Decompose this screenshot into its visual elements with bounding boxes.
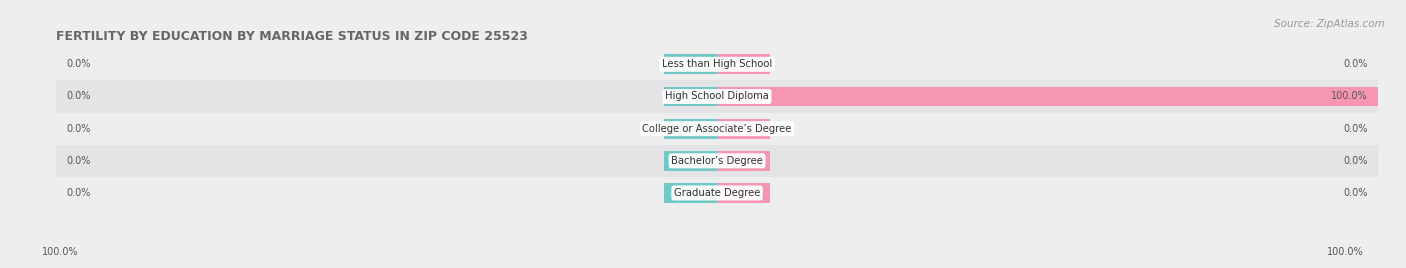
Bar xyxy=(56,145,1378,177)
Text: 100.0%: 100.0% xyxy=(1327,247,1364,257)
Bar xyxy=(56,48,1378,80)
Bar xyxy=(664,151,717,171)
Text: 0.0%: 0.0% xyxy=(66,124,90,134)
Bar xyxy=(664,54,717,74)
Text: 100.0%: 100.0% xyxy=(42,247,79,257)
Bar xyxy=(664,119,717,139)
Text: 0.0%: 0.0% xyxy=(66,156,90,166)
Text: 0.0%: 0.0% xyxy=(66,188,90,198)
Text: Bachelor’s Degree: Bachelor’s Degree xyxy=(671,156,763,166)
Text: 0.0%: 0.0% xyxy=(1344,156,1368,166)
Bar xyxy=(717,119,770,139)
Bar xyxy=(56,80,1378,113)
Text: Less than High School: Less than High School xyxy=(662,59,772,69)
Text: College or Associate’s Degree: College or Associate’s Degree xyxy=(643,124,792,134)
Text: 100.0%: 100.0% xyxy=(1331,91,1368,102)
Text: 0.0%: 0.0% xyxy=(66,91,90,102)
Text: 0.0%: 0.0% xyxy=(66,59,90,69)
Bar xyxy=(717,54,770,74)
Text: High School Diploma: High School Diploma xyxy=(665,91,769,102)
Bar xyxy=(56,177,1378,209)
Bar xyxy=(717,183,770,203)
Text: Graduate Degree: Graduate Degree xyxy=(673,188,761,198)
Bar xyxy=(56,113,1378,145)
Text: FERTILITY BY EDUCATION BY MARRIAGE STATUS IN ZIP CODE 25523: FERTILITY BY EDUCATION BY MARRIAGE STATU… xyxy=(56,30,529,43)
Text: 0.0%: 0.0% xyxy=(1344,188,1368,198)
Text: 0.0%: 0.0% xyxy=(1344,124,1368,134)
Bar xyxy=(664,87,717,106)
Bar xyxy=(664,183,717,203)
Text: 0.0%: 0.0% xyxy=(1344,59,1368,69)
Bar xyxy=(717,151,770,171)
Bar xyxy=(717,87,1378,106)
Text: Source: ZipAtlas.com: Source: ZipAtlas.com xyxy=(1274,19,1385,29)
